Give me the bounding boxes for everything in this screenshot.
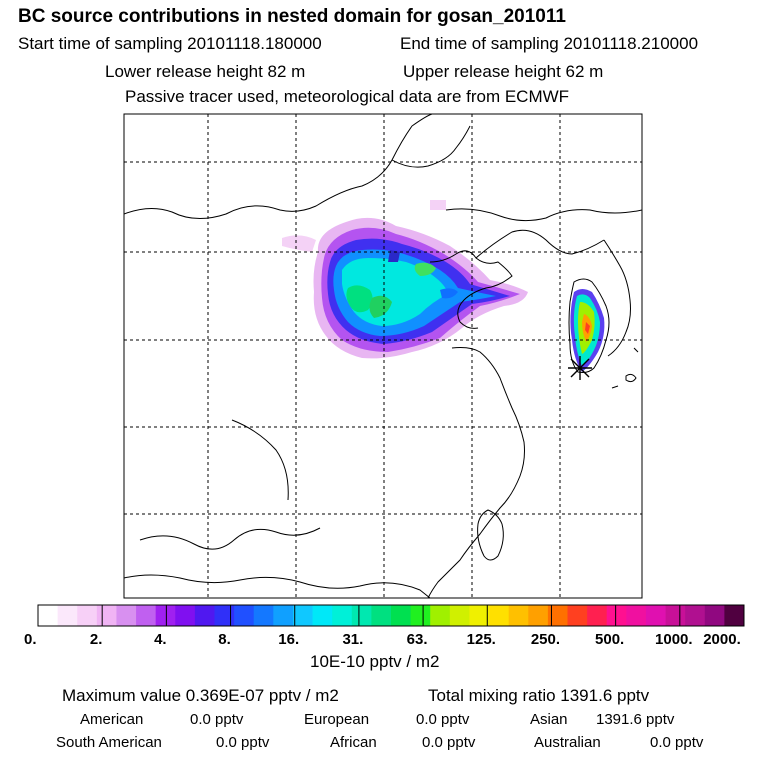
- colorbar-swatch: [489, 605, 510, 626]
- colorbar-swatch: [273, 605, 294, 626]
- total-mixing-ratio: Total mixing ratio 1391.6 pptv: [428, 686, 650, 705]
- colorbar-swatch: [194, 605, 215, 626]
- colorbar-swatch: [665, 605, 686, 626]
- concentration-plume-korea: [570, 289, 605, 372]
- map-title: BC source contributions in nested domain…: [18, 6, 566, 27]
- map-panel: [124, 114, 642, 598]
- colorbar-swatch: [508, 605, 529, 626]
- colorbar-unit: 10E-10 pptv / m2: [310, 652, 440, 671]
- colorbar-swatch: [410, 605, 431, 626]
- colorbar-swatch: [704, 605, 725, 626]
- asian-label: Asian: [530, 711, 568, 728]
- colorbar-tick-label: 2.: [90, 631, 103, 648]
- colorbar-swatch: [332, 605, 353, 626]
- colorbar-swatch: [57, 605, 78, 626]
- colorbar-swatch: [234, 605, 255, 626]
- australian-value: 0.0 pptv: [650, 734, 704, 751]
- colorbar-swatch: [312, 605, 333, 626]
- colorbar-swatch: [587, 605, 608, 626]
- lower-release-height: Lower release height 82 m: [105, 62, 306, 81]
- american-label: American: [80, 711, 144, 728]
- colorbar-tick-label: 0.: [24, 631, 37, 648]
- colorbar-swatch: [449, 605, 470, 626]
- colorbar-swatch: [77, 605, 98, 626]
- african-label: African: [330, 734, 377, 751]
- south-american-label: South American: [56, 734, 162, 751]
- maximum-value: Maximum value 0.369E-07 pptv / m2: [62, 686, 339, 705]
- colorbar-frame: [37, 604, 745, 627]
- colorbar-swatch: [626, 605, 647, 626]
- sampling-end: End time of sampling 20101118.210000: [400, 34, 699, 53]
- colorbar-labels: 0. 2. 4. 8. 16. 31. 63. 125. 250. 500. 1000. 2000.: [24, 631, 741, 648]
- colorbar-swatch: [724, 605, 745, 626]
- colorbar-swatch: [606, 605, 627, 626]
- colorbar-tick-label: 250.: [531, 631, 560, 648]
- asian-value: 1391.6 pptv: [596, 711, 675, 728]
- colorbar-tick-label: 1000.: [655, 631, 693, 648]
- upper-release-height: Upper release height 62 m: [403, 62, 604, 81]
- map-frame: [123, 113, 643, 599]
- colorbar-swatch: [155, 605, 176, 626]
- sampling-start: Start time of sampling 20101118.180000: [18, 34, 322, 53]
- colorbar-swatch: [391, 605, 412, 626]
- colorbar: [37, 604, 745, 627]
- tracer-note: Passive tracer used, meteorological data…: [125, 87, 570, 106]
- colorbar-tick-label: 8.: [218, 631, 231, 648]
- receptor-marker-icon: [568, 356, 592, 380]
- colorbar-swatch: [685, 605, 706, 626]
- colorbar-swatch: [136, 605, 157, 626]
- colorbar-swatch: [430, 605, 451, 626]
- colorbar-swatch: [116, 605, 137, 626]
- colorbar-swatch: [38, 605, 59, 626]
- european-label: European: [304, 711, 370, 728]
- european-value: 0.0 pptv: [416, 711, 470, 728]
- colorbar-tick-label: 63.: [407, 631, 428, 648]
- american-value: 0.0 pptv: [190, 711, 244, 728]
- south-american-value: 0.0 pptv: [216, 734, 270, 751]
- coastlines: [124, 114, 642, 598]
- colorbar-swatch: [96, 605, 117, 626]
- colorbar-swatch: [292, 605, 313, 626]
- colorbar-swatch: [214, 605, 235, 626]
- colorbar-swatch: [528, 605, 549, 626]
- colorbar-swatch: [253, 605, 274, 626]
- colorbar-swatch: [645, 605, 666, 626]
- colorbar-swatch: [567, 605, 588, 626]
- colorbar-tick-label: 125.: [467, 631, 496, 648]
- colorbar-swatch: [469, 605, 490, 626]
- african-value: 0.0 pptv: [422, 734, 476, 751]
- concentration-plume-china: [282, 200, 528, 359]
- map-gridlines: [124, 114, 642, 598]
- colorbar-tick-label: 16.: [278, 631, 299, 648]
- colorbar-tick-label: 2000.: [703, 631, 741, 648]
- australian-label: Australian: [534, 734, 601, 751]
- colorbar-swatch: [175, 605, 196, 626]
- colorbar-tick-label: 31.: [342, 631, 363, 648]
- colorbar-swatch: [547, 605, 568, 626]
- colorbar-swatch: [351, 605, 372, 626]
- colorbar-swatch: [371, 605, 392, 626]
- colorbar-tick-label: 4.: [154, 631, 167, 648]
- colorbar-tick-label: 500.: [595, 631, 624, 648]
